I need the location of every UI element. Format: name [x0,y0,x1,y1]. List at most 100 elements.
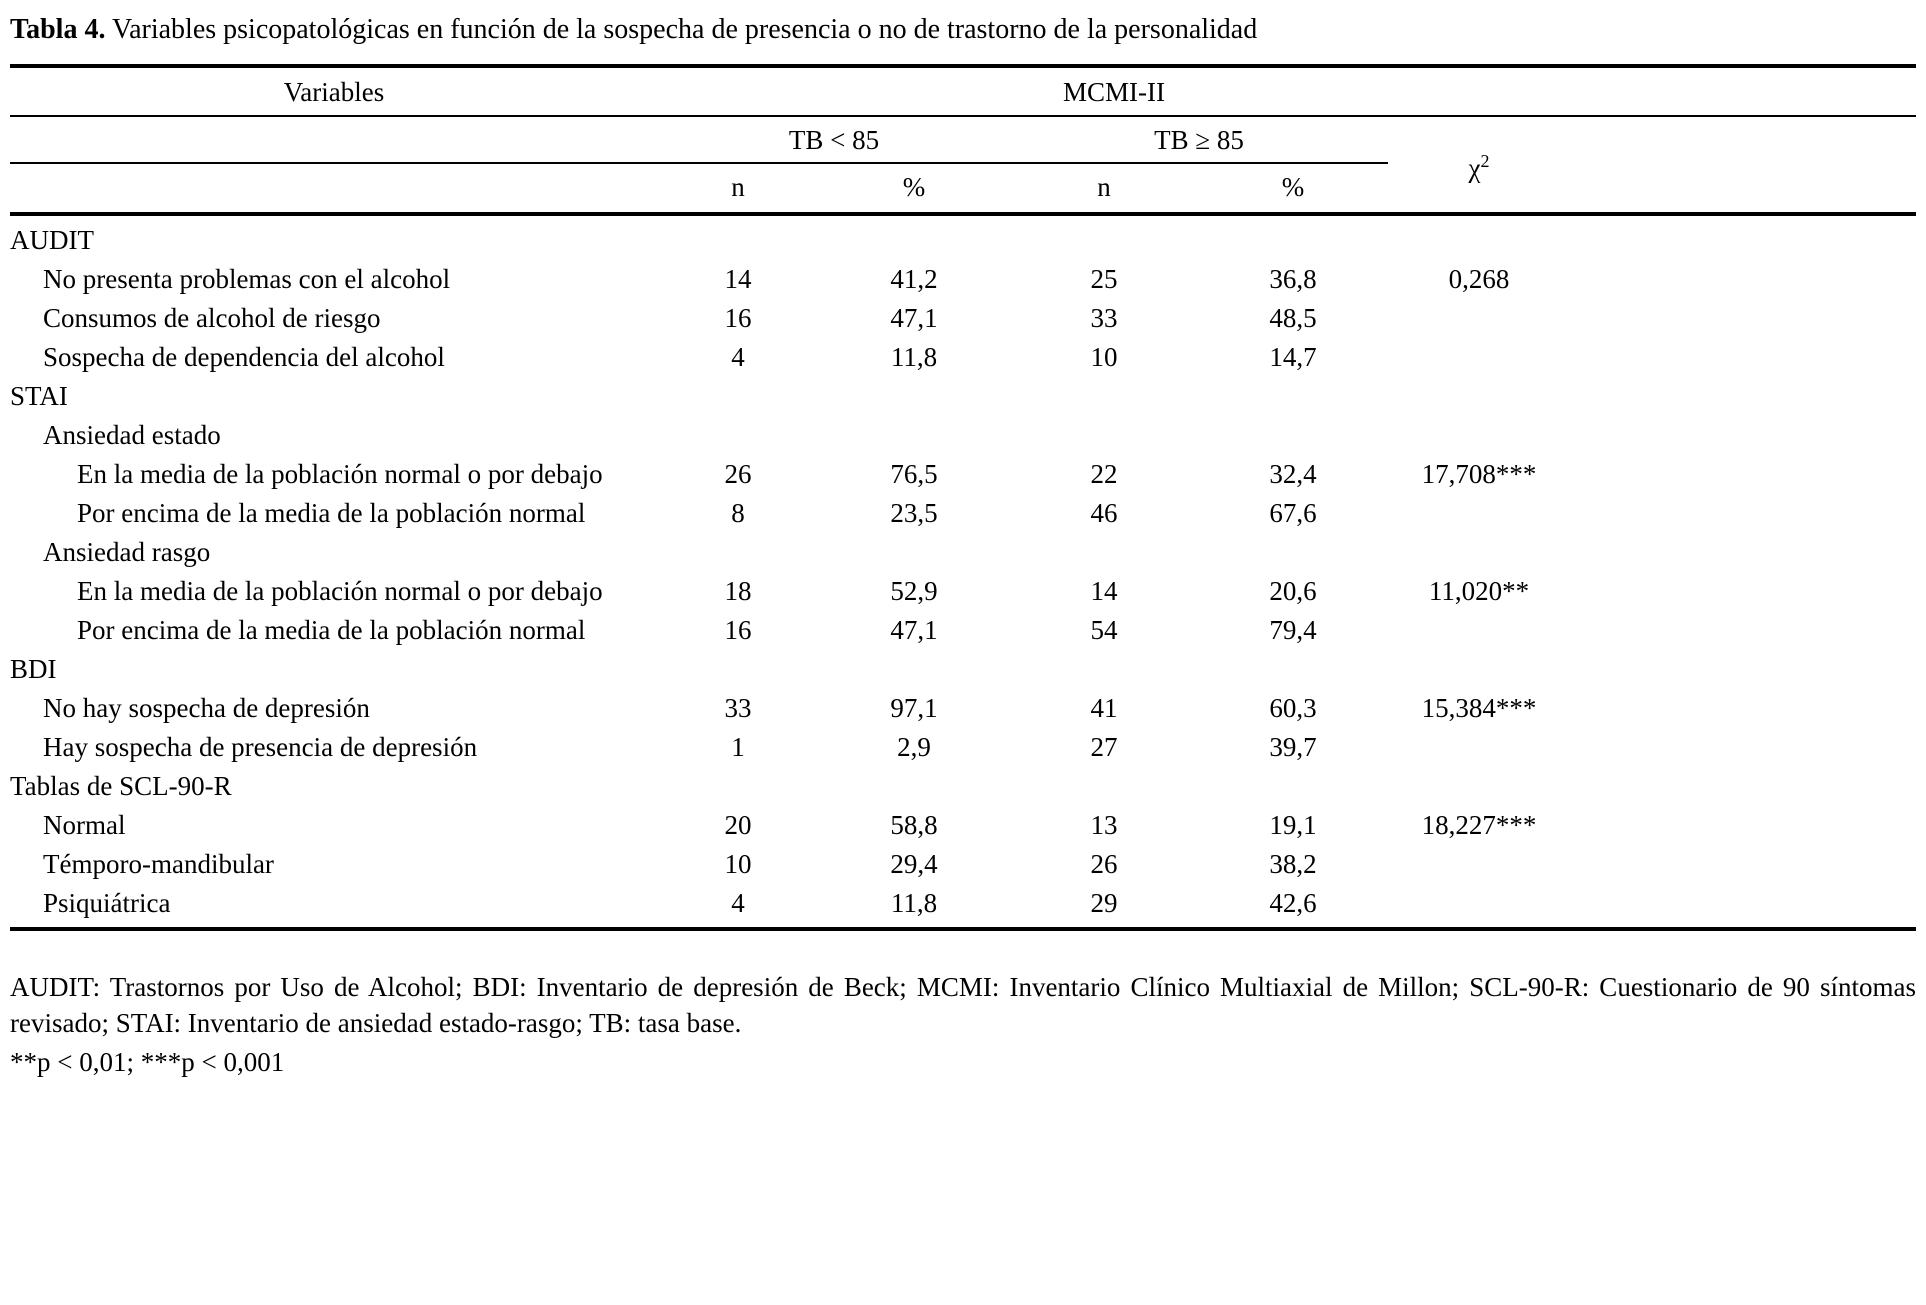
row-label: STAI [10,381,68,411]
spacer-cell [1570,116,1916,216]
cell-n-tb-lt: 33 [724,693,752,723]
cell-n-tb-ge: 27 [1090,732,1118,762]
row-label: Ansiedad estado [43,420,221,450]
cell-n-tb-ge: 13 [1090,810,1118,840]
table-row: Psiquiátrica 4 11,8 29 42,6 [10,883,1916,931]
row-label: Por encima de la media de la población n… [77,615,586,645]
cell-n-tb-ge: 33 [1090,303,1118,333]
cell-n-tb-lt: 16 [724,303,752,333]
cell-n-tb-ge [1010,415,1198,454]
cell-pct-tb-ge [1198,214,1388,259]
cell-n-tb-ge [1010,766,1198,805]
cell-chi-squared [1388,415,1570,454]
cell-pct-tb-ge: 19,1 [1269,810,1317,840]
row-spacer [1570,337,1916,376]
row-spacer [1570,454,1916,493]
cell-chi-squared [1388,610,1570,649]
cell-pct-tb-ge [1198,649,1388,688]
row-spacer [1570,844,1916,883]
row-spacer [1570,766,1916,805]
cell-n-tb-lt: 1 [731,732,745,762]
row-spacer [1570,727,1916,766]
cell-pct-tb-ge [1198,376,1388,415]
header-row-tb: TB < 85 TB ≥ 85 χ2 [10,116,1916,216]
variables-column-header: Variables [10,64,658,117]
cell-chi-squared [1388,214,1570,259]
table-caption-text: Variables psicopatológicas en función de… [111,14,1258,45]
abbreviations-note: AUDIT: Trastornos por Uso de Alcohol; BD… [10,972,1916,1038]
cell-pct-tb-lt: 11,8 [890,342,938,372]
row-spacer [1570,805,1916,844]
cell-pct-tb-lt [818,649,1010,688]
significance-note: **p < 0,01; ***p < 0,001 [10,1047,285,1077]
row-label: No hay sospecha de depresión [43,693,370,723]
cell-n-tb-ge: 29 [1010,883,1198,931]
cell-n-tb-lt [658,415,818,454]
table-caption-label: Tabla 4. [10,14,106,45]
cell-n-tb-lt: 10 [724,849,752,879]
cell-pct-tb-lt: 47,1 [890,615,938,645]
results-table: Variables MCMI-II TB < 85 TB ≥ 85 χ2 n %… [10,64,1916,931]
cell-pct-tb-ge: 79,4 [1269,615,1317,645]
cell-chi-squared [1388,493,1570,532]
cell-chi-squared [1388,649,1570,688]
cell-n-tb-lt [658,376,818,415]
n-tb-ge-header: n [1010,163,1198,216]
cell-n-tb-lt: 8 [731,498,745,528]
row-spacer [1570,493,1916,532]
cell-pct-tb-ge [1198,532,1388,571]
table-row: AUDIT [10,214,1916,259]
chi-symbol: χ [1468,153,1481,183]
cell-n-tb-lt [658,532,818,571]
cell-pct-tb-ge: 36,8 [1269,264,1317,294]
row-label: BDI [10,654,57,684]
row-label: AUDIT [10,225,94,255]
cell-pct-tb-ge: 60,3 [1269,693,1317,723]
row-spacer [1570,376,1916,415]
cell-chi-squared: 11,020** [1428,576,1530,606]
table-row: Por encima de la media de la población n… [10,610,1916,649]
table-row: Ansiedad estado [10,415,1916,454]
cell-n-tb-lt [658,766,818,805]
row-label: Psiquiátrica [10,883,658,931]
table-row: Tablas de SCL-90-R [10,766,1916,805]
cell-n-tb-ge: 10 [1090,342,1118,372]
row-spacer [1570,214,1916,259]
table-row: Consumos de alcohol de riesgo 16 47,1 33… [10,298,1916,337]
table-row: Por encima de la media de la población n… [10,493,1916,532]
cell-pct-tb-lt: 47,1 [890,303,938,333]
table-row: Ansiedad rasgo [10,532,1916,571]
cell-n-tb-ge: 22 [1090,459,1118,489]
cell-n-tb-ge: 25 [1090,264,1118,294]
spacer-cell [10,116,658,164]
cell-n-tb-ge: 14 [1090,576,1118,606]
row-label: Hay sospecha de presencia de depresión [43,732,478,762]
cell-pct-tb-lt: 41,2 [890,264,938,294]
table-row: Sospecha de dependencia del alcohol 4 11… [10,337,1916,376]
row-label: En la media de la población normal o por… [77,459,603,489]
row-spacer [1570,532,1916,571]
cell-pct-tb-ge: 20,6 [1269,576,1317,606]
cell-n-tb-ge: 41 [1090,693,1118,723]
mcmi-group-header: MCMI-II [658,64,1571,117]
cell-pct-tb-ge: 32,4 [1269,459,1317,489]
table-row: Hay sospecha de presencia de depresión 1… [10,727,1916,766]
cell-n-tb-ge: 54 [1090,615,1118,645]
table-caption: Tabla 4. Variables psicopatológicas en f… [10,12,1916,48]
table-footnotes: AUDIT: Trastornos por Uso de Alcohol; BD… [10,969,1916,1080]
table-row: Témporo-mandibular 10 29,4 26 38,2 [10,844,1916,883]
cell-chi-squared: 15,384*** [1421,693,1537,723]
row-label: Ansiedad rasgo [43,537,211,567]
cell-n-tb-lt: 26 [724,459,752,489]
table-row: En la media de la población normal o por… [10,454,1916,493]
cell-chi-squared [1388,532,1570,571]
cell-pct-tb-ge: 67,6 [1269,498,1317,528]
cell-pct-tb-lt: 76,5 [890,459,938,489]
table-row: No hay sospecha de depresión 33 97,1 41 … [10,688,1916,727]
cell-n-tb-lt: 20 [724,810,752,840]
row-label: En la media de la población normal o por… [77,576,603,606]
row-spacer [1570,649,1916,688]
cell-n-tb-ge [1010,532,1198,571]
cell-n-tb-lt: 4 [658,883,818,931]
paper-page: Tabla 4. Variables psicopatológicas en f… [10,12,1916,1080]
